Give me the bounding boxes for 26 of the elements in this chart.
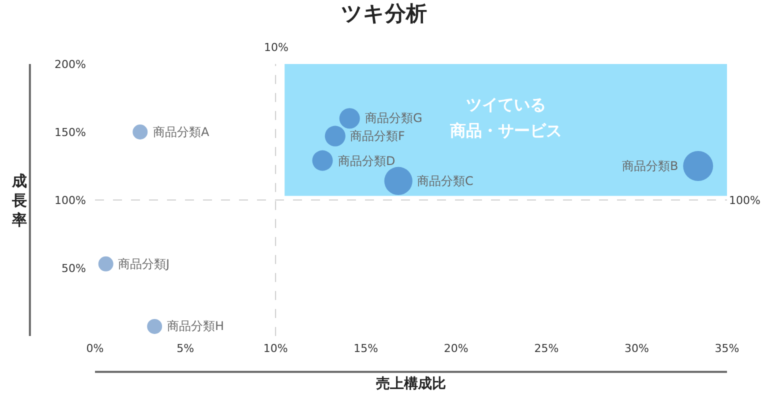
annotation: 商品分類A — [153, 125, 210, 139]
x-tick-label: 5% — [176, 342, 194, 355]
ref-line-label: 10% — [264, 41, 288, 54]
x-tick-label: 10% — [263, 342, 288, 355]
annotation: 商品分類D — [338, 154, 396, 168]
y-tick-label: 200% — [54, 58, 86, 71]
annotation: 商品分類F — [350, 129, 405, 143]
annotation: 商品分類G — [365, 111, 422, 125]
x-tick-label: 0% — [86, 342, 104, 355]
x-tick-label: 30% — [624, 342, 649, 355]
annotation: 商品分類B — [622, 159, 678, 173]
y-axis-title: 成長率 — [11, 172, 27, 229]
annotation: 商品分類J — [118, 257, 170, 271]
y-tick-label: 50% — [62, 262, 86, 275]
annotation: 商品分類C — [417, 174, 474, 188]
band-label: ツイている商品・サービス — [449, 95, 562, 140]
chart-title: ツキ分析 — [341, 2, 427, 26]
x-tick-label: 15% — [354, 342, 378, 355]
ref-line-label: 100% — [729, 194, 760, 207]
x-axis-title: 売上構成比 — [376, 376, 446, 392]
x-tick-label: 25% — [534, 342, 559, 355]
y-tick-label: 150% — [54, 126, 86, 139]
x-tick-label: 20% — [444, 342, 468, 355]
annotation: 商品分類H — [167, 319, 224, 333]
x-tick-label: 35% — [714, 342, 740, 355]
y-tick-label: 100% — [54, 194, 86, 207]
